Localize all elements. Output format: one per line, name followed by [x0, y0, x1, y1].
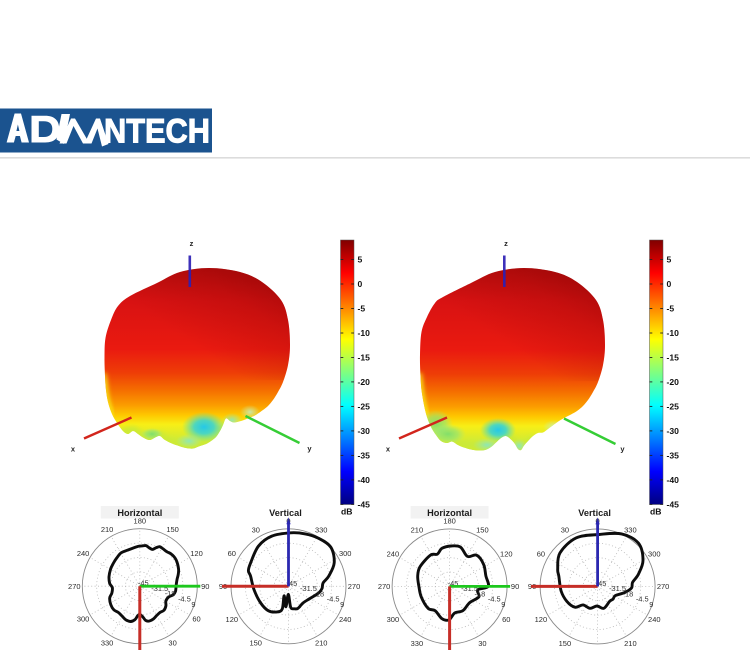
- svg-text:-45: -45: [287, 579, 298, 588]
- svg-text:Vertical: Vertical: [578, 508, 611, 518]
- svg-text:90: 90: [201, 582, 209, 591]
- svg-text:180: 180: [443, 517, 456, 526]
- svg-text:NTECH: NTECH: [104, 113, 210, 151]
- svg-text:0: 0: [358, 279, 363, 289]
- svg-text:-18: -18: [623, 589, 634, 598]
- svg-text:-35: -35: [667, 451, 680, 461]
- svg-text:120: 120: [190, 549, 203, 558]
- svg-text:-31.5: -31.5: [461, 584, 478, 593]
- svg-text:60: 60: [537, 549, 545, 558]
- svg-text:270: 270: [657, 582, 670, 591]
- svg-text:210: 210: [624, 639, 637, 648]
- svg-text:60: 60: [192, 615, 200, 624]
- svg-text:z: z: [190, 239, 194, 248]
- svg-text:dB: dB: [341, 507, 352, 517]
- svg-text:-10: -10: [358, 328, 371, 338]
- svg-text:30: 30: [168, 639, 176, 648]
- svg-text:-4.5: -4.5: [327, 595, 340, 604]
- svg-text:210: 210: [101, 525, 114, 534]
- svg-text:240: 240: [77, 549, 90, 558]
- svg-text:210: 210: [411, 525, 424, 534]
- svg-text:-40: -40: [358, 475, 371, 485]
- svg-text:150: 150: [249, 639, 262, 648]
- svg-text:-25: -25: [667, 402, 680, 412]
- svg-text:300: 300: [648, 549, 661, 558]
- svg-text:30: 30: [561, 525, 569, 534]
- svg-text:x: x: [386, 445, 391, 454]
- svg-text:60: 60: [228, 549, 236, 558]
- svg-text:9: 9: [340, 600, 344, 609]
- svg-text:-20: -20: [667, 377, 680, 387]
- svg-text:-45: -45: [358, 500, 371, 510]
- svg-text:Vertical: Vertical: [269, 508, 302, 518]
- svg-text:z: z: [504, 239, 508, 248]
- svg-text:150: 150: [476, 525, 489, 534]
- svg-text:-18: -18: [165, 589, 176, 598]
- svg-text:Horizontal: Horizontal: [427, 508, 472, 518]
- svg-text:-18: -18: [475, 589, 486, 598]
- svg-text:180: 180: [134, 516, 147, 525]
- svg-text:30: 30: [252, 525, 260, 534]
- svg-text:330: 330: [101, 639, 114, 648]
- svg-text:-45: -45: [596, 579, 607, 588]
- svg-text:300: 300: [387, 615, 400, 624]
- svg-text:30: 30: [478, 639, 486, 648]
- svg-text:-5: -5: [358, 304, 366, 314]
- svg-text:-4.5: -4.5: [178, 595, 191, 604]
- svg-text:330: 330: [624, 525, 637, 534]
- svg-text:-45: -45: [448, 579, 459, 588]
- svg-text:dB: dB: [650, 507, 661, 517]
- svg-text:60: 60: [502, 615, 510, 624]
- svg-text:Horizontal: Horizontal: [117, 508, 162, 518]
- svg-text:9: 9: [501, 600, 505, 609]
- svg-text:y: y: [307, 444, 312, 453]
- svg-text:5: 5: [358, 255, 363, 265]
- svg-text:-10: -10: [667, 328, 680, 338]
- svg-text:120: 120: [500, 549, 513, 558]
- svg-text:240: 240: [387, 549, 400, 558]
- svg-text:-45: -45: [667, 500, 680, 510]
- svg-text:210: 210: [315, 639, 328, 648]
- svg-text:-15: -15: [667, 353, 680, 363]
- svg-text:-18: -18: [313, 589, 324, 598]
- svg-text:150: 150: [166, 525, 179, 534]
- svg-text:-30: -30: [358, 426, 371, 436]
- svg-text:-4.5: -4.5: [636, 595, 649, 604]
- svg-text:-31.5: -31.5: [300, 584, 317, 593]
- svg-text:-31.5: -31.5: [151, 584, 168, 593]
- svg-text:9: 9: [191, 600, 195, 609]
- svg-text:120: 120: [226, 615, 239, 624]
- svg-text:-4.5: -4.5: [488, 595, 501, 604]
- svg-text:240: 240: [648, 615, 661, 624]
- svg-text:270: 270: [348, 582, 361, 591]
- svg-text:270: 270: [378, 582, 391, 591]
- svg-text:120: 120: [535, 615, 548, 624]
- svg-text:300: 300: [339, 549, 352, 558]
- svg-text:y: y: [620, 445, 625, 454]
- svg-text:90: 90: [511, 582, 519, 591]
- svg-text:270: 270: [68, 582, 81, 591]
- svg-text:0: 0: [667, 279, 672, 289]
- svg-text:5: 5: [667, 255, 672, 265]
- svg-text:-20: -20: [358, 377, 371, 387]
- svg-text:-45: -45: [138, 579, 149, 588]
- svg-text:-35: -35: [358, 451, 371, 461]
- svg-text:-40: -40: [667, 475, 680, 485]
- svg-text:-15: -15: [358, 353, 371, 363]
- svg-text:9: 9: [649, 600, 653, 609]
- svg-text:-5: -5: [667, 304, 675, 314]
- svg-text:330: 330: [315, 525, 328, 534]
- svg-text:150: 150: [559, 639, 572, 648]
- svg-text:300: 300: [77, 615, 90, 624]
- svg-text:x: x: [71, 445, 76, 454]
- svg-text:240: 240: [339, 615, 352, 624]
- svg-text:-31.5: -31.5: [609, 584, 626, 593]
- svg-text:330: 330: [411, 639, 424, 648]
- svg-text:-30: -30: [667, 426, 680, 436]
- svg-text:-25: -25: [358, 402, 371, 412]
